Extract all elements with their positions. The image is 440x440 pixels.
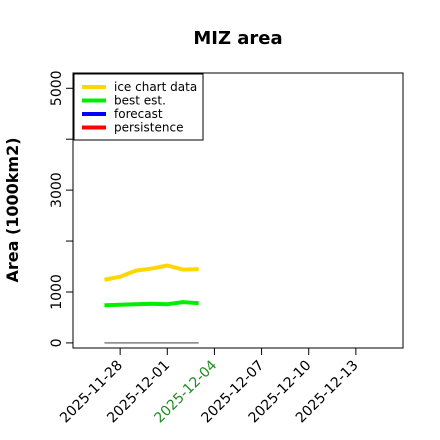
legend-label: ice chart data [114, 80, 197, 94]
plot-frame [72, 72, 404, 349]
chart-title: MIZ area [193, 28, 282, 49]
series-line-ice-chart-data [104, 263, 199, 282]
series-line-best-est [104, 300, 199, 308]
y-tick-label: 5000 [49, 70, 65, 106]
series-layer [104, 263, 199, 344]
x-axis-ticks: 2025-11-282025-12-012025-12-042025-12-07… [57, 348, 362, 426]
legend-label: persistence [114, 121, 183, 135]
legend-label: forecast [114, 107, 163, 121]
y-axis-ticks: 0 1000 3000 5000 [49, 70, 73, 347]
y-tick-label: 1000 [49, 274, 65, 310]
y-axis-label: Area (1000km2) [3, 137, 22, 282]
y-tick-label: 3000 [49, 172, 65, 208]
y-tick-label: 0 [49, 338, 65, 347]
legend-label: best est. [114, 94, 166, 108]
